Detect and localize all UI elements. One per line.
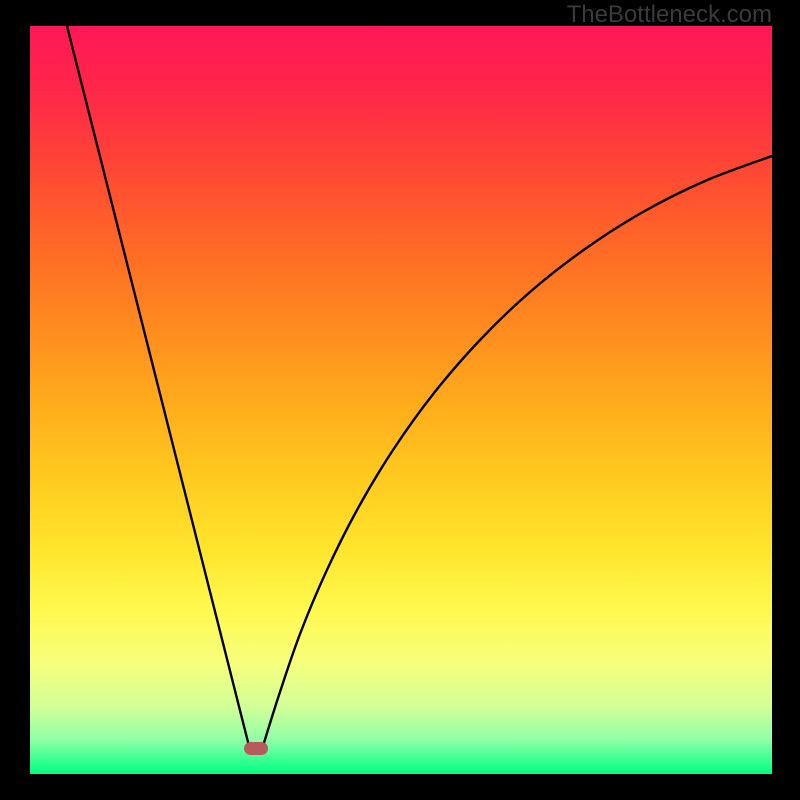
curve-left-branch — [67, 26, 249, 746]
curve-right-branch — [263, 156, 772, 746]
chart-frame: TheBottleneck.com — [0, 0, 800, 800]
minimum-marker — [244, 742, 268, 755]
watermark-text: TheBottleneck.com — [567, 1, 772, 29]
curve-layer — [0, 0, 800, 800]
